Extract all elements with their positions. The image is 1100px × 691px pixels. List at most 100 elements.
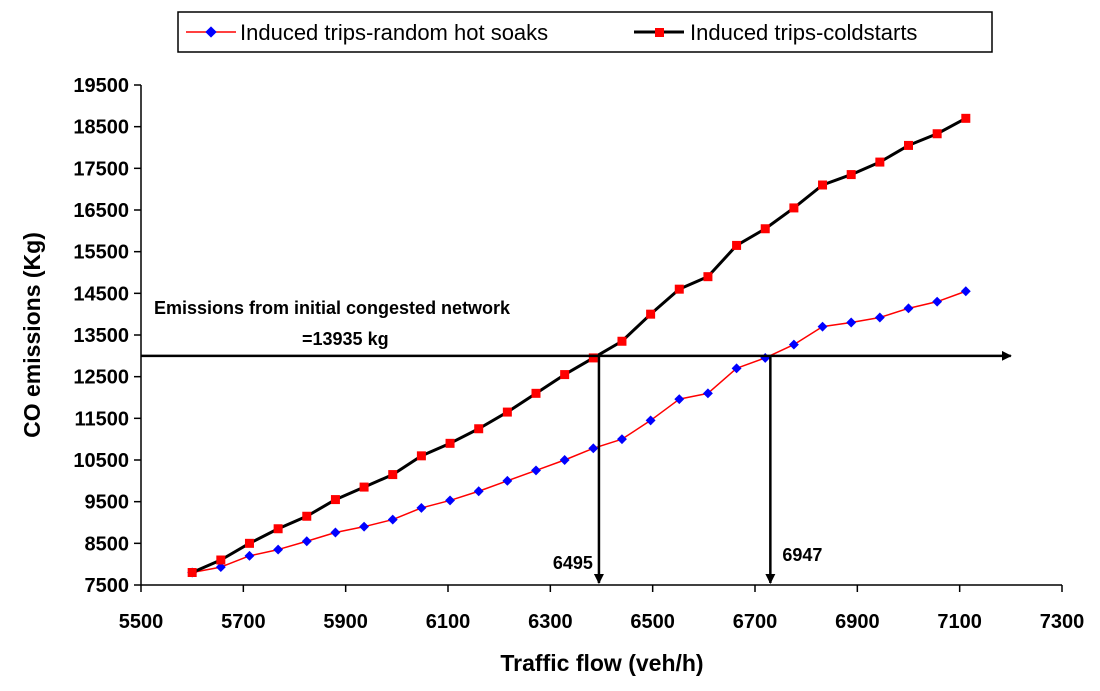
data-point-hot-soaks <box>731 363 742 374</box>
data-point-coldstarts <box>187 568 197 577</box>
y-tick-label: 10500 <box>73 450 129 472</box>
y-tick-label: 7500 <box>85 575 130 597</box>
data-point-hot-soaks <box>273 544 284 555</box>
y-axis-title: CO emissions (Kg) <box>19 232 45 438</box>
data-point-coldstarts <box>216 555 226 565</box>
y-tick-label: 11500 <box>74 408 129 430</box>
x-tick-label: 7300 <box>1040 611 1085 633</box>
data-point-hot-soaks <box>359 521 370 532</box>
data-point-coldstarts <box>302 511 312 521</box>
data-point-hot-soaks <box>445 495 455 506</box>
data-point-hot-soaks <box>387 514 398 525</box>
data-point-coldstarts <box>244 538 254 548</box>
data-point-coldstarts <box>904 140 913 150</box>
data-point-coldstarts <box>388 470 398 480</box>
x-tick-label: 6500 <box>630 611 675 633</box>
x-axis-ticks: 5500 5700 5900 6100 6300 6500 6700 6900 7100 7300 <box>119 585 1085 633</box>
data-point-hot-soaks <box>846 317 857 328</box>
data-point-coldstarts <box>445 438 455 448</box>
y-tick-label: 17500 <box>73 158 129 180</box>
data-point-coldstarts <box>846 170 856 180</box>
data-point-coldstarts <box>560 370 570 380</box>
axes: 7500 8500 9500 10500 11500 12500 13500 14500 155… <box>73 75 1084 633</box>
y-tick-label: 8500 <box>85 533 130 555</box>
data-point-coldstarts <box>273 524 283 534</box>
legend-box <box>177 11 993 53</box>
annotation-line2: =13935 kg <box>302 329 389 349</box>
series-line-hot-soaks <box>192 290 967 574</box>
drop-label-2: 6947 <box>782 545 822 565</box>
data-point-coldstarts <box>531 388 541 398</box>
series-coldstarts <box>187 113 971 577</box>
legend-label-hot-soaks: Induced trips-random hot soaks <box>240 20 548 45</box>
data-point-coldstarts <box>330 495 340 505</box>
data-point-coldstarts <box>760 224 770 234</box>
data-point-hot-soaks <box>473 486 484 497</box>
y-tick-label: 14500 <box>73 283 129 305</box>
data-point-hot-soaks <box>531 465 541 476</box>
annotation-line1: Emissions from initial congested network <box>154 298 511 318</box>
data-point-coldstarts <box>818 180 828 190</box>
data-point-coldstarts <box>416 451 426 461</box>
data-point-coldstarts <box>932 129 942 139</box>
data-point-hot-soaks <box>559 455 570 465</box>
y-axis-ticks: 7500 8500 9500 10500 11500 12500 13500 14500 155… <box>73 75 141 597</box>
x-tick-label: 6100 <box>426 611 471 633</box>
data-point-hot-soaks <box>674 394 685 405</box>
data-point-hot-soaks <box>416 502 427 513</box>
data-point-hot-soaks <box>760 352 771 363</box>
data-point-coldstarts <box>732 240 742 250</box>
data-point-hot-soaks <box>702 388 713 399</box>
data-point-hot-soaks <box>817 321 828 332</box>
legend-item-coldstarts: Induced trips-coldstarts <box>634 20 917 45</box>
legend-label-coldstarts: Induced trips-coldstarts <box>690 20 917 45</box>
data-point-coldstarts <box>646 309 656 319</box>
data-point-hot-soaks <box>788 339 799 350</box>
y-tick-label: 15500 <box>73 242 129 264</box>
y-tick-label: 9500 <box>85 492 130 514</box>
data-point-hot-soaks <box>215 562 226 573</box>
data-point-coldstarts <box>789 203 799 213</box>
y-tick-label: 18500 <box>73 117 129 139</box>
data-point-coldstarts <box>875 157 885 167</box>
legend-item-hot-soaks: Induced trips-random hot soaks <box>186 20 548 45</box>
data-point-hot-soaks <box>903 303 914 314</box>
data-point-hot-soaks <box>645 415 656 426</box>
data-point-hot-soaks <box>874 312 885 323</box>
annotations: Emissions from initial congested network… <box>141 298 1012 584</box>
series-layer <box>187 113 971 578</box>
data-point-hot-soaks <box>932 296 943 307</box>
data-point-coldstarts <box>674 284 684 294</box>
x-tick-label: 5500 <box>119 611 164 633</box>
x-tick-label: 6900 <box>835 611 880 633</box>
legend: Induced trips-random hot soaks Induced t… <box>177 11 993 53</box>
series-line-coldstarts <box>191 117 967 574</box>
x-tick-label: 6300 <box>528 611 573 633</box>
y-tick-label: 13500 <box>73 325 129 347</box>
x-tick-label: 5700 <box>221 611 266 633</box>
data-point-coldstarts <box>359 482 369 492</box>
x-tick-label: 7100 <box>937 611 982 633</box>
data-point-hot-soaks <box>330 527 341 538</box>
data-point-coldstarts <box>617 336 627 346</box>
data-point-coldstarts <box>502 407 512 417</box>
y-tick-label: 19500 <box>73 75 129 97</box>
data-point-hot-soaks <box>502 475 513 486</box>
x-tick-label: 6700 <box>733 611 778 633</box>
legend-marker-coldstarts <box>655 28 664 37</box>
data-point-coldstarts <box>961 113 971 123</box>
x-tick-label: 5900 <box>323 611 368 633</box>
data-point-hot-soaks <box>588 443 599 454</box>
data-point-coldstarts <box>588 353 598 363</box>
data-point-hot-soaks <box>617 434 627 445</box>
y-tick-label: 12500 <box>73 367 129 389</box>
data-point-coldstarts <box>703 272 713 282</box>
data-point-coldstarts <box>474 424 484 434</box>
x-axis-title: Traffic flow (veh/h) <box>500 650 703 676</box>
data-point-hot-soaks <box>244 550 255 561</box>
data-point-hot-soaks <box>301 536 312 547</box>
drop-label-1: 6495 <box>553 553 593 573</box>
y-tick-label: 16500 <box>73 200 129 222</box>
